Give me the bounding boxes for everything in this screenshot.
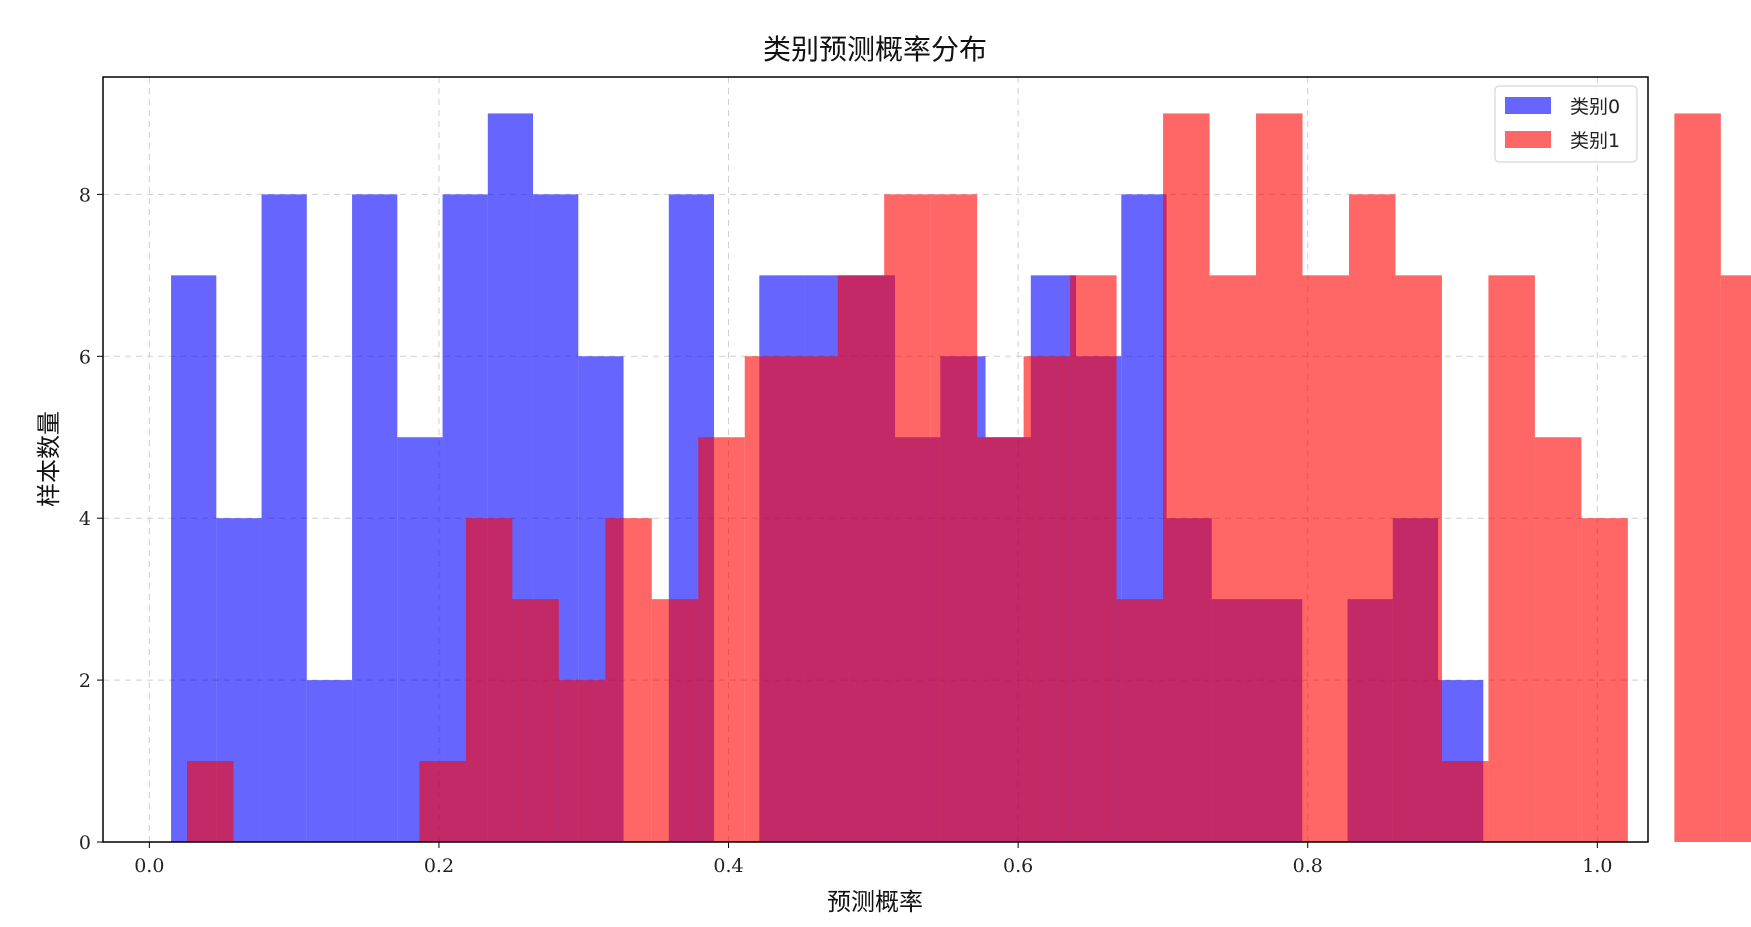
histogram-bar — [1488, 275, 1535, 842]
histogram-bar — [1441, 761, 1489, 842]
histogram-bar — [1348, 194, 1396, 842]
histogram-bar — [465, 518, 513, 842]
histogram-bar — [186, 761, 234, 842]
x-tick-label: 1.0 — [1582, 855, 1612, 877]
histogram-bar — [698, 437, 745, 842]
x-tick-label: 0.4 — [713, 855, 743, 877]
histogram-bar — [651, 599, 699, 842]
x-tick-label: 0.8 — [1293, 855, 1323, 877]
y-tick-label: 4 — [79, 508, 91, 530]
histogram-bar — [1209, 275, 1257, 842]
legend-swatch-class0 — [1505, 97, 1551, 114]
histogram-bar — [837, 275, 885, 842]
histogram-bar — [1256, 113, 1303, 842]
x-axis-title: 预测概率 — [827, 888, 923, 916]
histogram-bar — [884, 194, 931, 842]
x-tick-label: 0.2 — [424, 855, 454, 877]
y-tick-label: 2 — [79, 670, 91, 692]
y-tick-label: 6 — [79, 346, 91, 368]
x-tick-label: 0.6 — [1003, 855, 1033, 877]
y-axis-title: 样本数量 — [35, 411, 63, 507]
histogram-bar — [419, 761, 466, 842]
x-tick-label: 0.0 — [134, 855, 164, 877]
histogram-bar — [261, 194, 307, 842]
histogram-bar — [1070, 275, 1117, 842]
histogram-bar — [171, 275, 217, 842]
histogram-bar — [1674, 113, 1721, 842]
histogram-bar — [306, 680, 353, 842]
legend: 类别0 类别1 — [1494, 85, 1638, 163]
series-1-bars — [186, 113, 1751, 842]
histogram-bar — [1116, 599, 1164, 842]
chart-title: 类别预测概率分布 — [763, 33, 987, 66]
plot-frame — [102, 76, 1649, 843]
histogram-bar — [1720, 275, 1751, 842]
ticks-layer: 0.0 0.2 0.4 0.6 0.8 1.0 0 2 4 6 8 — [79, 184, 1613, 877]
histogram-bar — [1581, 518, 1628, 842]
histogram-bar — [605, 518, 652, 842]
histogram-bar — [512, 599, 559, 842]
histogram-bar — [791, 356, 838, 842]
histogram-bar — [1163, 113, 1210, 842]
histogram-bar — [930, 194, 978, 842]
histogram-bar — [558, 680, 606, 842]
histogram-bar — [977, 437, 1024, 842]
legend-label-class0: 类别0 — [1570, 96, 1620, 118]
legend-swatch-class1 — [1505, 131, 1551, 148]
legend-label-class1: 类别1 — [1570, 130, 1620, 152]
y-tick-label: 8 — [79, 184, 91, 206]
bars-layer — [171, 113, 1751, 842]
histogram-bar — [744, 356, 792, 842]
histogram-bar — [1534, 437, 1582, 842]
histogram-bar — [1023, 356, 1071, 842]
histogram-bar — [1395, 275, 1442, 842]
histogram-bar — [1302, 275, 1349, 842]
y-tick-label: 0 — [79, 832, 91, 854]
histogram-bar — [352, 194, 398, 842]
